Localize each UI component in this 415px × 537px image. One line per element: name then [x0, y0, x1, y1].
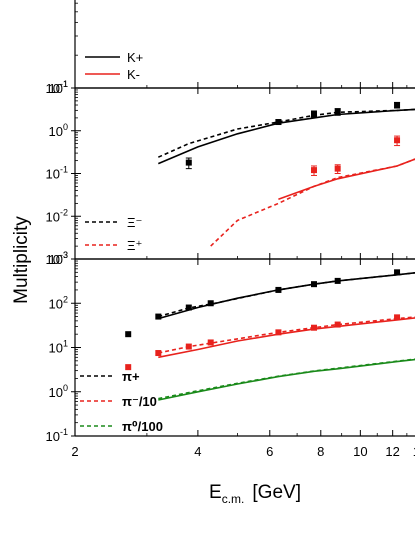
data-point	[334, 108, 341, 115]
y-tick-label: 10-1	[46, 165, 68, 182]
y-tick-label: 103	[49, 250, 68, 267]
x-axis-title-sub: c.m.	[222, 492, 245, 506]
panel-middle: 101 100 10-1 10-2 10-3 Ξ⁻ Ξ⁺	[46, 79, 415, 267]
data-point	[275, 286, 282, 293]
series-line	[158, 317, 415, 359]
y-tick-label: 10-1	[46, 79, 68, 96]
y-tick-label: 101	[49, 79, 68, 96]
data-point	[155, 313, 162, 320]
series-line	[157, 108, 415, 165]
series-line	[158, 272, 415, 320]
data-point	[394, 102, 401, 109]
y-tick-label: 10-1	[46, 427, 68, 444]
y-tick-label: 10-3	[46, 250, 68, 267]
panel-top: 10-1 K+ K-	[46, 0, 415, 96]
x-tick-label: 14	[413, 444, 415, 459]
series-line	[278, 158, 415, 200]
data-point	[394, 269, 401, 276]
x-axis-title-main: E	[209, 482, 222, 503]
plot-area-middle	[157, 101, 415, 247]
x-axis-title-unit: [GeV]	[252, 482, 301, 503]
data-point	[334, 277, 341, 284]
data-point	[311, 324, 318, 331]
x-tick-label: 8	[317, 444, 324, 459]
data-point	[207, 300, 214, 307]
x-axis-title: Ec.m. [GeV]	[209, 482, 301, 506]
series-line	[158, 358, 415, 400]
data-point	[185, 343, 192, 350]
data-point	[207, 339, 214, 346]
data-point	[311, 281, 318, 288]
series-line	[158, 272, 415, 318]
series-line	[210, 158, 415, 247]
x-tick-label: 10	[353, 444, 367, 459]
y-tick-label: 102	[49, 294, 68, 311]
data-point	[394, 314, 401, 321]
legend-label: Ξ⁻	[127, 215, 142, 230]
plot-area-bottom	[125, 269, 415, 401]
legend-label: π+	[122, 369, 140, 384]
x-tick-label: 6	[266, 444, 273, 459]
data-point	[125, 331, 132, 338]
legend-label: Ξ⁺	[127, 238, 142, 253]
series-line	[158, 316, 415, 354]
x-tick-label: 12	[385, 444, 399, 459]
y-tick-label: 101	[49, 339, 68, 356]
data-point	[185, 159, 192, 166]
y-tick-label: 100	[49, 122, 68, 139]
x-tick-label: 4	[194, 444, 201, 459]
chart-panels: 10-1K+K-10110010-110-210-3Ξ⁻Ξ⁺1031021011…	[46, 0, 415, 459]
data-point	[155, 350, 162, 357]
data-point	[334, 165, 341, 172]
y-tick-label: 10-2	[46, 207, 68, 224]
series-line	[158, 358, 415, 401]
data-point	[185, 304, 192, 311]
x-tick-label: 2	[71, 444, 78, 459]
panel-bottom: 103 102 101 100 10-12 4 6 8 10 12 14 π+ π⁻/10 π⁰/100	[46, 250, 415, 459]
data-point	[311, 167, 318, 174]
data-point	[275, 329, 282, 336]
series-line	[157, 108, 415, 158]
legend-label: K-	[127, 67, 140, 82]
legend-label: K+	[127, 50, 143, 65]
legend-label: π⁻/10	[122, 394, 157, 409]
data-point	[334, 321, 341, 328]
legend-label: π⁰/100	[122, 419, 163, 434]
data-point	[311, 110, 318, 117]
data-point	[275, 119, 282, 126]
y-tick-label: 100	[49, 383, 68, 400]
data-point	[394, 137, 401, 144]
data-point	[125, 364, 132, 371]
y-axis-title: Multiplicity	[11, 216, 32, 304]
